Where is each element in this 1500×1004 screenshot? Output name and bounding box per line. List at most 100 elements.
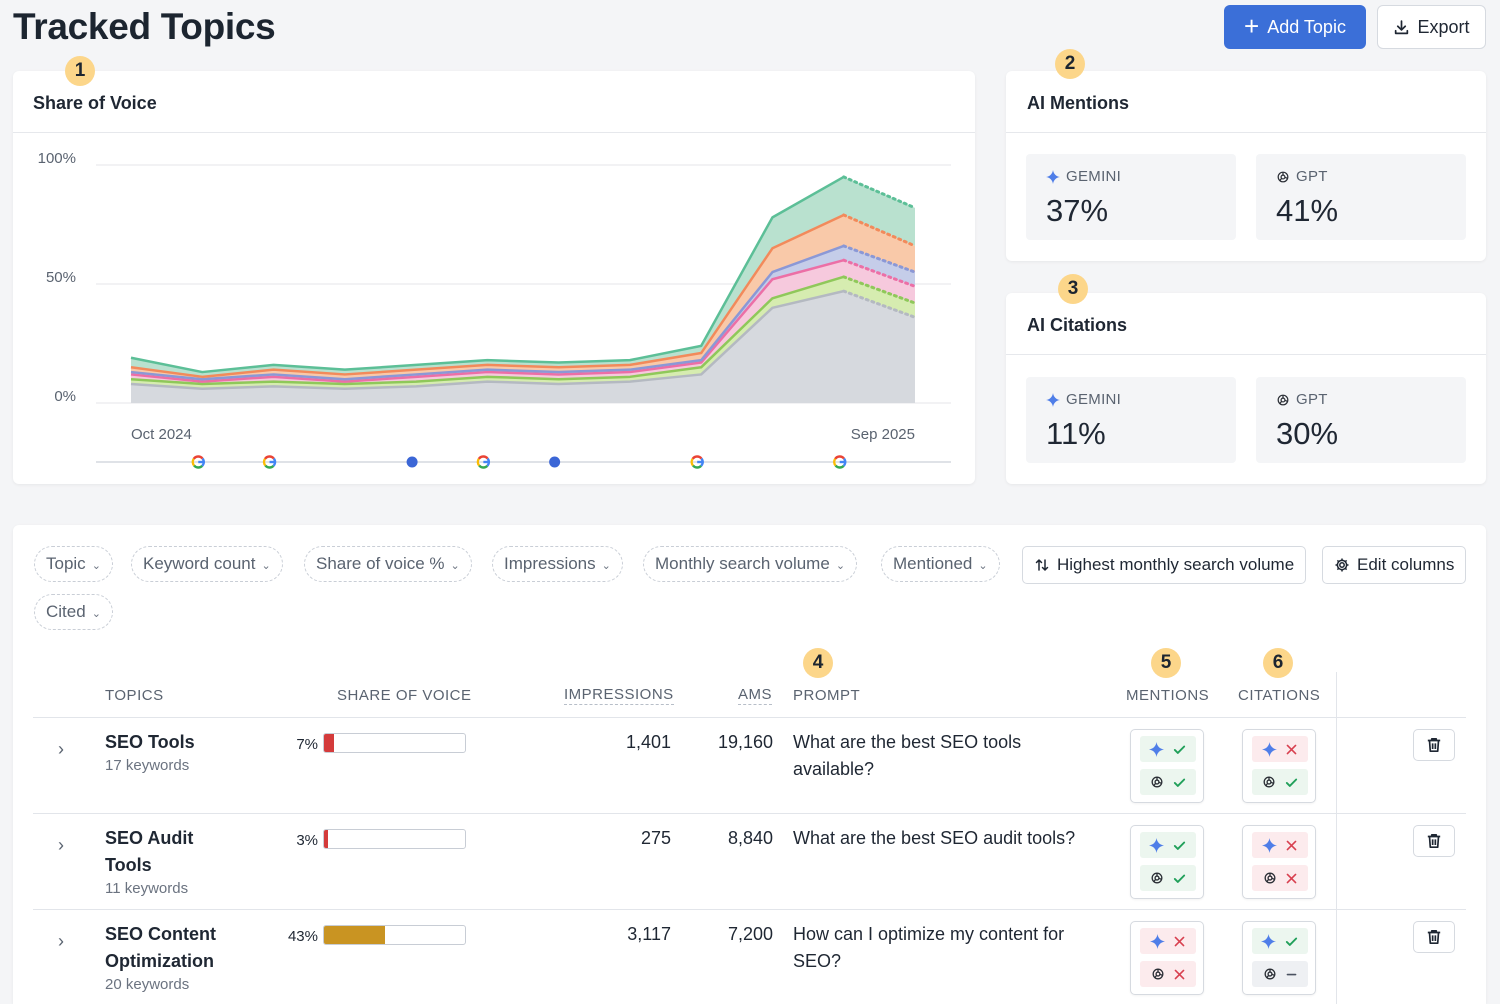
filter-mentioned[interactable]: Mentioned ⌄ bbox=[881, 546, 1000, 582]
google-icon-arc bbox=[264, 464, 275, 469]
share-of-voice-header: Share of Voice bbox=[13, 71, 975, 133]
chevron-down-icon: ⌄ bbox=[261, 559, 271, 572]
ai-citations-gemini: GEMINI 11% bbox=[1026, 377, 1236, 463]
column-header-citations[interactable]: CITATIONS bbox=[1238, 687, 1321, 704]
filter-topic[interactable]: Topic ⌄ bbox=[34, 546, 113, 582]
delete-button[interactable] bbox=[1413, 921, 1455, 953]
annotation-marker-4: 4 bbox=[803, 648, 833, 678]
column-header-prompt[interactable]: PROMPT bbox=[793, 687, 861, 704]
column-header-ams[interactable]: AMS bbox=[738, 686, 773, 705]
filter-impressions[interactable]: Impressions ⌄ bbox=[492, 546, 623, 582]
trash-icon bbox=[1427, 737, 1441, 753]
filter-share-of-voice-label: Share of voice % bbox=[316, 554, 445, 573]
series-projection-gray bbox=[842, 289, 917, 319]
google-icon-arc bbox=[833, 458, 837, 467]
google-icon-arc bbox=[262, 458, 267, 467]
series-area-green bbox=[131, 276, 915, 389]
google-icon bbox=[262, 455, 277, 469]
annotation-marker-6: 6 bbox=[1263, 648, 1293, 678]
sort-icon bbox=[1035, 559, 1049, 571]
sort-button[interactable]: Highest monthly search volume bbox=[1022, 546, 1307, 584]
series-line-orange bbox=[130, 213, 845, 379]
series-area-gray bbox=[131, 291, 915, 403]
openai-icon bbox=[1263, 871, 1277, 885]
gemini-label: GEMINI bbox=[1066, 168, 1122, 185]
filter-monthly-search-volume[interactable]: Monthly search volume ⌄ bbox=[643, 546, 858, 582]
google-icon-arc bbox=[478, 464, 489, 469]
openai-icon bbox=[1262, 775, 1276, 789]
series-line-green bbox=[130, 275, 845, 386]
series-area-blue bbox=[131, 245, 915, 382]
edit-columns-button[interactable]: Edit columns bbox=[1322, 546, 1467, 584]
column-header-topics[interactable]: TOPICS bbox=[105, 687, 164, 704]
export-button[interactable]: Export bbox=[1377, 5, 1486, 49]
series-line-gray bbox=[130, 289, 845, 390]
series-area-pink bbox=[131, 260, 915, 384]
chevron-down-icon: ⌄ bbox=[601, 559, 611, 572]
cross-icon bbox=[1173, 968, 1186, 981]
check-icon bbox=[1172, 871, 1187, 886]
series-area-orange bbox=[131, 214, 915, 380]
impressions-value: 1,401 bbox=[625, 732, 671, 752]
gemini-status bbox=[1252, 928, 1308, 954]
topic-name[interactable]: SEO Content Optimization bbox=[105, 924, 216, 971]
gemini-status bbox=[1140, 832, 1196, 858]
ai-mentions-gemini: GEMINI 37% bbox=[1026, 154, 1236, 240]
filter-keyword-count[interactable]: Keyword count ⌄ bbox=[131, 546, 283, 582]
series-line-pink bbox=[130, 258, 845, 383]
mentions-cell bbox=[1130, 921, 1204, 995]
google-icon-arc bbox=[192, 455, 204, 460]
check-icon bbox=[1172, 775, 1187, 790]
chevron-right-icon[interactable]: › bbox=[58, 931, 64, 951]
column-header-share-of-voice[interactable]: SHARE OF VOICE bbox=[337, 687, 472, 704]
column-header-impressions[interactable]: IMPRESSIONS bbox=[564, 686, 674, 705]
dash-icon bbox=[1285, 968, 1298, 981]
topics-table-card bbox=[13, 525, 1486, 1004]
share-of-voice-bar bbox=[323, 925, 466, 945]
chevron-right-icon[interactable]: › bbox=[58, 739, 64, 759]
trash-icon bbox=[1427, 833, 1441, 849]
add-topic-label: Add Topic bbox=[1267, 16, 1346, 37]
series-projection-blue bbox=[842, 244, 917, 274]
x-axis-end-label: Sep 2025 bbox=[851, 426, 915, 443]
filter-cited[interactable]: Cited ⌄ bbox=[34, 594, 113, 630]
filter-msv-label: Monthly search volume bbox=[655, 554, 830, 573]
filter-topic-label: Topic bbox=[46, 554, 86, 573]
gpt-status bbox=[1140, 769, 1196, 795]
delete-button[interactable] bbox=[1413, 825, 1455, 857]
topic-name[interactable]: SEO Audit Tools bbox=[105, 828, 194, 875]
gemini-icon bbox=[1262, 837, 1277, 853]
share-of-voice-bar bbox=[323, 829, 466, 849]
google-icon bbox=[690, 455, 704, 469]
x-axis-start-label: Oct 2024 bbox=[131, 426, 192, 443]
share-of-voice-bar-fill bbox=[324, 734, 334, 752]
share-of-voice-card: Share of Voice 100% 50% 0% Oct 2024 Sep 2025 bbox=[13, 71, 975, 484]
impressions-value: 275 bbox=[640, 828, 671, 848]
column-header-mentions[interactable]: MENTIONS bbox=[1126, 687, 1210, 704]
share-of-voice-percent: 3% bbox=[296, 832, 318, 849]
gemini-icon bbox=[1262, 741, 1277, 757]
google-icon-arc bbox=[834, 455, 845, 460]
gpt-label: GPT bbox=[1296, 391, 1328, 408]
trash-icon bbox=[1427, 929, 1441, 945]
ai-citations-title: AI Citations bbox=[1027, 315, 1128, 335]
ai-citations-gpt: GPT 30% bbox=[1256, 377, 1466, 463]
share-of-voice-chart: 100% 50% 0% Oct 2024 Sep 2025 bbox=[38, 150, 951, 469]
citations-cell bbox=[1242, 729, 1316, 803]
gemini-mentions-value: 37% bbox=[1046, 193, 1109, 228]
impressions-value: 3,117 bbox=[627, 924, 671, 944]
check-icon bbox=[1172, 838, 1187, 853]
delete-button[interactable] bbox=[1413, 729, 1455, 761]
google-icon bbox=[833, 455, 847, 469]
google-icon bbox=[476, 455, 491, 469]
add-topic-button[interactable]: + Add Topic bbox=[1224, 5, 1366, 49]
topic-keyword-count: 17 keywords bbox=[105, 757, 190, 774]
chevron-right-icon[interactable]: › bbox=[58, 835, 64, 855]
gpt-status bbox=[1140, 865, 1196, 891]
google-icon-arc bbox=[834, 464, 845, 469]
openai-icon bbox=[1263, 967, 1277, 981]
y-tick-label: 0% bbox=[54, 388, 76, 405]
check-icon bbox=[1172, 742, 1187, 757]
filter-share-of-voice[interactable]: Share of voice % ⌄ bbox=[304, 546, 472, 582]
topic-name[interactable]: SEO Tools bbox=[105, 732, 195, 752]
